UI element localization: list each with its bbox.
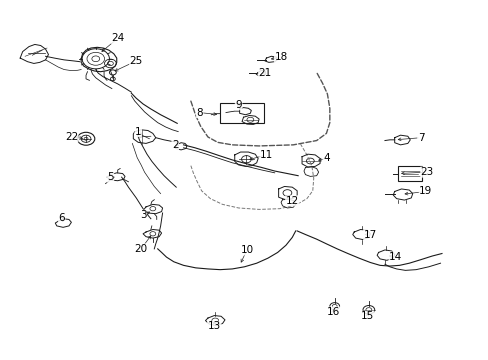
Text: 24: 24 — [111, 33, 124, 43]
Text: 22: 22 — [64, 132, 78, 142]
Text: 20: 20 — [134, 244, 147, 254]
Text: 10: 10 — [240, 245, 253, 255]
Text: 12: 12 — [285, 196, 298, 206]
Text: 15: 15 — [360, 311, 373, 321]
Text: 19: 19 — [418, 186, 431, 197]
Text: 13: 13 — [207, 321, 221, 331]
Text: 23: 23 — [420, 167, 433, 177]
Text: 16: 16 — [326, 307, 339, 317]
Text: 21: 21 — [258, 68, 271, 78]
Text: 25: 25 — [129, 56, 142, 66]
Text: 3: 3 — [140, 210, 146, 220]
Text: 17: 17 — [363, 230, 376, 239]
Text: 1: 1 — [135, 127, 141, 136]
Text: 7: 7 — [417, 133, 424, 143]
Text: 2: 2 — [172, 140, 178, 150]
Text: 18: 18 — [274, 52, 287, 62]
Text: 14: 14 — [388, 252, 402, 262]
Text: 5: 5 — [107, 172, 114, 182]
Text: 4: 4 — [323, 153, 329, 163]
Text: 8: 8 — [196, 108, 203, 118]
Text: 9: 9 — [235, 100, 242, 110]
Text: 6: 6 — [58, 213, 65, 222]
Text: 11: 11 — [259, 150, 272, 160]
